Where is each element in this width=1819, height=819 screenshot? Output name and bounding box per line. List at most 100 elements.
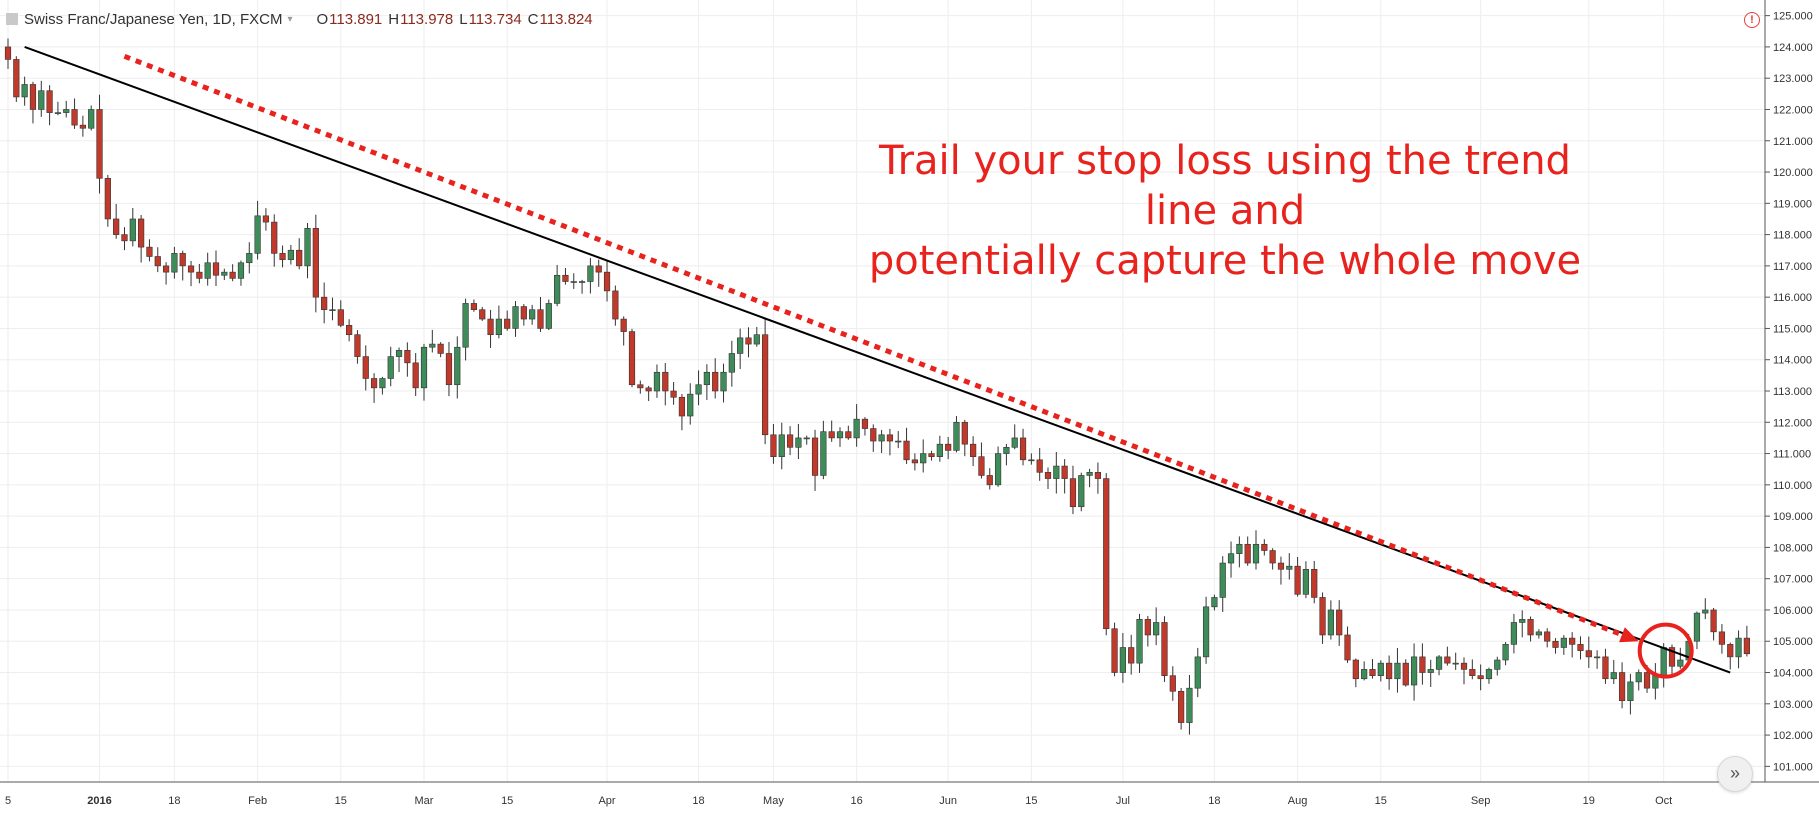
candle-up [1485, 669, 1493, 680]
candle-up [1003, 447, 1010, 454]
candle-up [803, 437, 810, 440]
price-tick-label: 115.000 [1773, 323, 1812, 335]
candle-down [1602, 656, 1609, 680]
symbol-title[interactable]: Swiss Franc/Japanese Yen, 1D, FXCM [24, 10, 283, 28]
candle-up [953, 421, 960, 451]
candle-down [978, 456, 985, 476]
candle-up [254, 215, 261, 254]
time-tick-label: Jun [939, 795, 957, 807]
candle-down [770, 434, 777, 457]
candle-down [1044, 472, 1052, 479]
candle-up [329, 309, 336, 311]
candle-down [1178, 690, 1185, 723]
price-tick-label: 113.000 [1773, 386, 1812, 398]
candle-up [88, 109, 95, 129]
candle-down [1294, 565, 1301, 595]
candle-down [1144, 619, 1151, 636]
candle-up [246, 253, 253, 264]
candle-up [753, 334, 760, 345]
candle-down [362, 356, 369, 379]
price-tick-label: 123.000 [1773, 73, 1813, 85]
candle-down [1527, 619, 1534, 636]
candle-down [537, 309, 544, 329]
annotation-text: Trail your stop loss using the trend lin… [850, 136, 1600, 286]
time-tick-label: 5 [5, 795, 11, 807]
candle-down [1069, 478, 1077, 508]
candle-down [337, 309, 344, 326]
time-tick-label: 2016 [87, 795, 111, 807]
candle-up [720, 371, 727, 392]
candle-up [1677, 659, 1684, 667]
time-tick-label: Feb [248, 795, 267, 807]
candle-down [1552, 640, 1559, 648]
dotted-arrow-line [123, 53, 1623, 638]
candle-down [487, 318, 494, 335]
candle-up [587, 265, 594, 282]
candle-up [1361, 669, 1368, 680]
candle-up [237, 262, 245, 279]
time-tick-label: Sep [1471, 795, 1491, 807]
candle-down [1618, 672, 1626, 701]
candle-down [138, 218, 145, 248]
candle-down [212, 262, 220, 276]
candle-down [1311, 568, 1318, 598]
price-tick-label: 118.000 [1773, 230, 1812, 242]
candle-down [1319, 597, 1326, 636]
candle-up [38, 90, 45, 110]
chevron-down-icon[interactable]: ▾ [287, 13, 293, 25]
candle-down [1569, 637, 1576, 645]
price-tick-label: 114.000 [1773, 355, 1812, 367]
ohlc-high-value: 113.978 [400, 10, 454, 28]
candle-down [562, 274, 569, 282]
candle-down [595, 265, 602, 273]
candle-up [454, 346, 461, 386]
candle-down [154, 256, 161, 267]
candle-up [1028, 459, 1035, 462]
candle-up [703, 371, 710, 386]
candle-down [712, 371, 719, 392]
candle-down [96, 109, 103, 179]
candle-up [21, 84, 28, 98]
price-tick-label: 108.000 [1773, 542, 1813, 554]
candle-up [936, 443, 943, 457]
scroll-to-realtime-button[interactable]: » [1717, 756, 1753, 792]
candle-up [778, 434, 785, 457]
time-tick-label: 18 [168, 795, 180, 807]
candle-down [678, 396, 686, 417]
annotation-line-1: Trail your stop loss using the trend lin… [879, 138, 1571, 234]
price-tick-label: 111.000 [1773, 449, 1811, 461]
candle-down [71, 109, 78, 126]
candle-up [1693, 612, 1701, 642]
time-tick-label: May [763, 795, 784, 807]
price-tick-label: 106.000 [1773, 605, 1813, 617]
candle-down [13, 59, 20, 98]
price-tick-label: 112.000 [1773, 417, 1812, 429]
ohlc-close-value: 113.824 [539, 10, 593, 28]
candle-down [146, 246, 153, 257]
candle-up [1252, 543, 1260, 564]
alert-circle-icon[interactable]: ! [1744, 12, 1760, 28]
candle-up [1410, 656, 1418, 686]
candle-down [1544, 631, 1551, 642]
candle-up [1011, 437, 1018, 448]
ohlc-low-key: L [459, 10, 468, 28]
time-tick-label: 15 [1025, 795, 1037, 807]
candle-up [1194, 656, 1201, 689]
ohlc-open-key: O [316, 10, 329, 28]
candle-down [620, 318, 627, 332]
candle-down [121, 234, 128, 242]
candle-down [603, 271, 611, 292]
candle-down [1727, 644, 1734, 658]
candle-down [1577, 644, 1584, 651]
ohlc-low-value: 113.734 [468, 10, 522, 28]
candle-up [878, 434, 885, 442]
candle-down [271, 221, 278, 254]
candle-up [737, 337, 744, 354]
candle-down [229, 271, 236, 279]
candle-up [1078, 475, 1085, 508]
candle-up [1211, 597, 1218, 608]
candle-up [1494, 659, 1501, 670]
